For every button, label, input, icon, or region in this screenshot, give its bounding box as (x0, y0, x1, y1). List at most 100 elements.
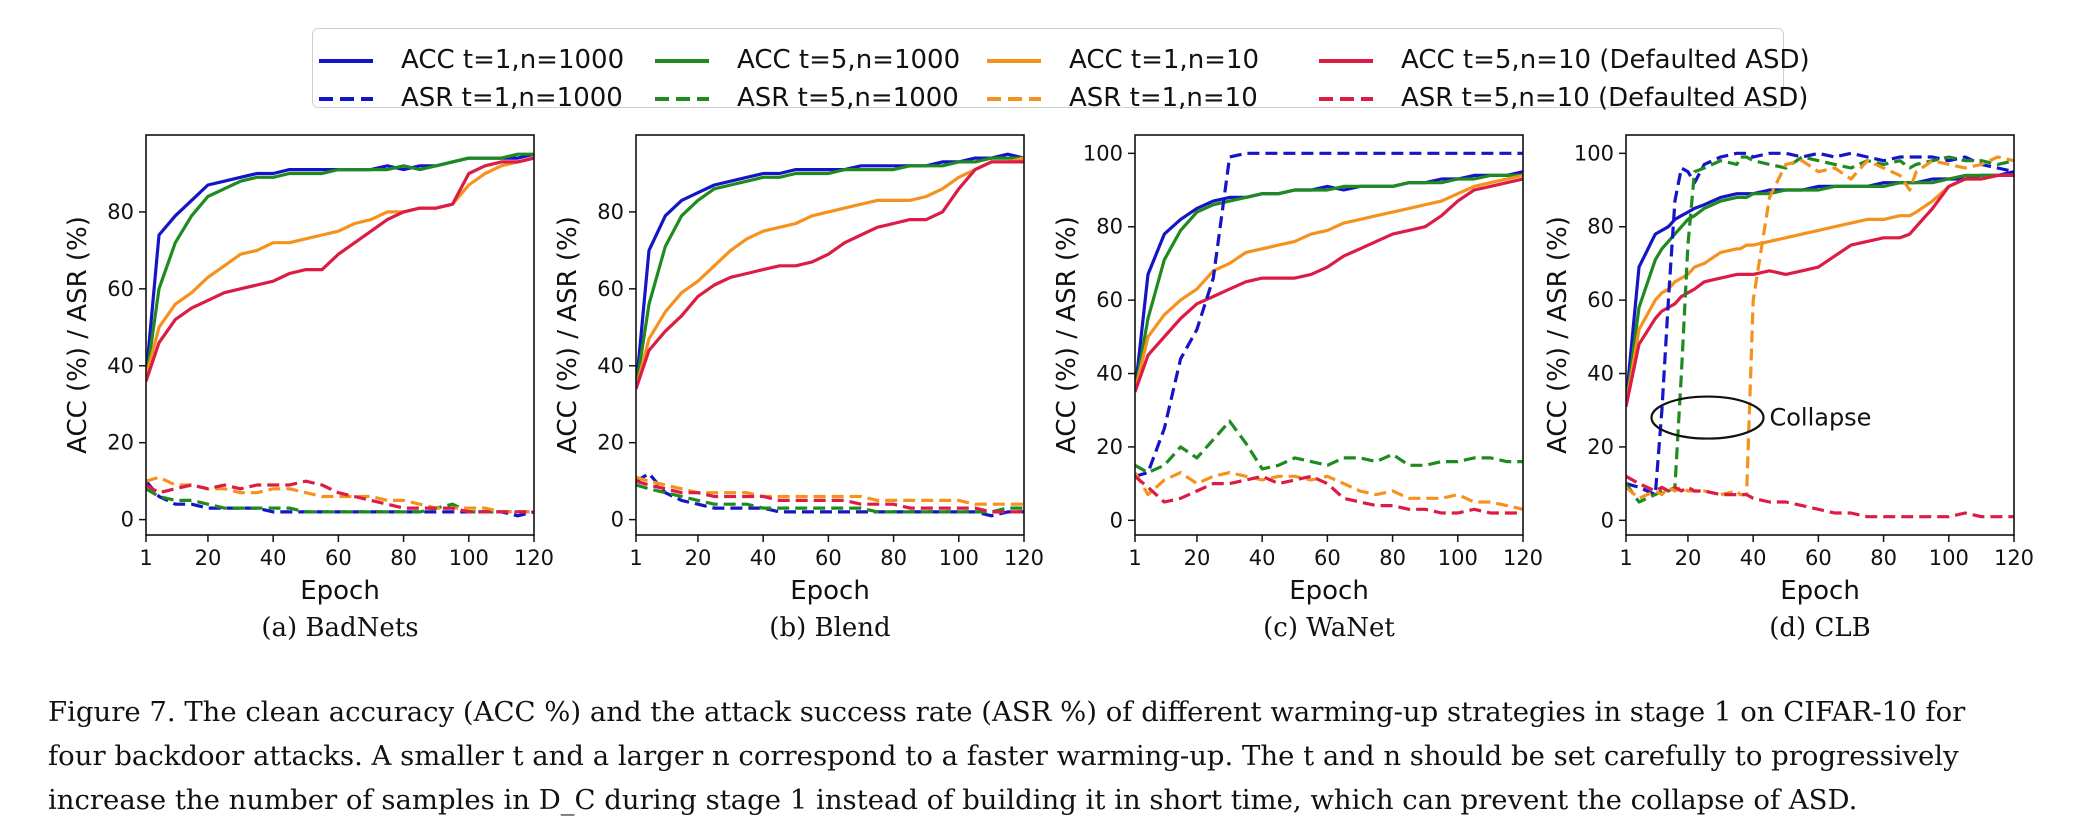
y-tick-label: 80 (107, 200, 134, 224)
y-tick-label: 40 (597, 354, 624, 378)
plot-frame (1625, 134, 2015, 536)
legend-swatch (655, 59, 709, 63)
legend-label: ACC t=1,n=10 (1069, 45, 1260, 75)
y-tick-label: 60 (107, 277, 134, 301)
x-tick-label: 40 (1249, 546, 1276, 570)
x-tick-label: 20 (195, 546, 222, 570)
x-tick-label: 120 (1994, 546, 2034, 570)
series-line (146, 152, 534, 382)
subfigure-caption: (d) CLB (1769, 613, 1871, 643)
x-tick-label: 80 (880, 546, 907, 570)
x-tick-label: 120 (1503, 546, 1543, 570)
x-tick-label: 100 (449, 546, 489, 570)
series-line (1626, 173, 2014, 407)
subfigure-caption: (c) WaNet (1263, 613, 1395, 643)
x-tick-label: 20 (685, 546, 712, 570)
y-tick-label: 20 (1096, 435, 1123, 459)
y-tick-label: 0 (1601, 508, 1614, 532)
x-tick-label: 40 (1740, 546, 1767, 570)
subfigure-caption: (a) BadNets (261, 613, 419, 643)
series-line (146, 487, 534, 514)
y-tick-label: 60 (1096, 288, 1123, 312)
y-tick-label: 100 (1574, 141, 1614, 165)
x-tick-label: 60 (815, 546, 842, 570)
series-line (1135, 471, 1523, 511)
x-tick-label: 40 (260, 546, 287, 570)
y-tick-label: 60 (597, 277, 624, 301)
series-line (1135, 474, 1523, 515)
y-axis-label: ACC (%) / ASR (%) (1543, 216, 1573, 454)
y-tick-label: 20 (597, 431, 624, 455)
x-tick-label: 100 (1929, 546, 1969, 570)
legend-swatch (1319, 59, 1373, 63)
series-line (1135, 177, 1523, 393)
y-axis-label: ACC (%) / ASR (%) (553, 216, 583, 454)
series-line (1626, 173, 2014, 407)
x-tick-label: 1 (629, 546, 642, 570)
series-line (1135, 173, 1523, 393)
x-tick-label: 1 (1619, 546, 1632, 570)
series-line (636, 479, 1024, 514)
series-line (146, 480, 534, 518)
collapse-annotation: Collapse (1769, 404, 1871, 432)
y-tick-label: 40 (1096, 362, 1123, 386)
x-tick-label: 100 (1438, 546, 1478, 570)
y-axis-label: ACC (%) / ASR (%) (1052, 216, 1082, 454)
series-line (1626, 151, 2014, 497)
series-line (636, 475, 1024, 506)
legend-label: ACC t=5,n=10 (Defaulted ASD) (1401, 45, 1810, 75)
plot-frame (635, 134, 1025, 536)
x-tick-label: 120 (1004, 546, 1044, 570)
x-tick-label: 40 (750, 546, 777, 570)
plot-frame (1134, 134, 1524, 536)
x-axis-label: Epoch (1780, 576, 1860, 606)
series-line (146, 475, 534, 514)
legend-label: ASR t=5,n=1000 (737, 83, 959, 113)
x-tick-label: 20 (1675, 546, 1702, 570)
x-tick-label: 60 (1805, 546, 1832, 570)
x-tick-label: 60 (1314, 546, 1341, 570)
x-tick-label: 120 (514, 546, 554, 570)
x-axis-label: Epoch (1289, 576, 1369, 606)
series-line (1135, 173, 1523, 393)
y-tick-label: 100 (1083, 141, 1123, 165)
y-tick-label: 0 (1110, 508, 1123, 532)
x-axis-label: Epoch (790, 576, 870, 606)
x-tick-label: 80 (1379, 546, 1406, 570)
y-tick-label: 20 (1587, 435, 1614, 459)
y-tick-label: 0 (611, 508, 624, 532)
x-tick-label: 100 (939, 546, 979, 570)
y-axis-label: ACC (%) / ASR (%) (63, 216, 93, 454)
plot-frame (145, 134, 535, 536)
y-tick-label: 80 (1096, 215, 1123, 239)
x-tick-label: 20 (1184, 546, 1211, 570)
series-line (1626, 170, 2014, 404)
x-tick-label: 80 (390, 546, 417, 570)
series-line (1626, 155, 2014, 504)
legend-swatch (655, 97, 709, 101)
series-line (146, 479, 534, 514)
legend-label: ACC t=1,n=1000 (401, 45, 625, 75)
series-line (146, 156, 534, 382)
series-line (1626, 155, 2014, 500)
series-line (636, 156, 1024, 390)
collapse-ellipse (1650, 395, 1765, 440)
caption-line-2: four backdoor attacks. A smaller t and a… (48, 740, 1959, 772)
y-tick-label: 60 (1587, 288, 1614, 312)
series-line (1626, 173, 2014, 407)
y-tick-label: 80 (597, 200, 624, 224)
series-line (636, 156, 1024, 390)
legend-label: ASR t=5,n=10 (Defaulted ASD) (1401, 83, 1809, 113)
chart-legend: ACC t=1,n=1000 ACC t=5,n=1000 ACC t=1,n=10… (312, 28, 1810, 113)
series-line (636, 152, 1024, 389)
legend-label: ASR t=1,n=10 (1069, 83, 1258, 113)
series-line (636, 160, 1024, 390)
y-tick-label: 0 (121, 508, 134, 532)
x-axis-label: Epoch (300, 576, 380, 606)
y-tick-label: 80 (1587, 215, 1614, 239)
series-line (146, 156, 534, 378)
series-line (636, 471, 1024, 518)
series-line (1626, 474, 2014, 519)
legend-label: ASR t=1,n=1000 (401, 83, 623, 113)
legend-swatch (987, 97, 1041, 101)
